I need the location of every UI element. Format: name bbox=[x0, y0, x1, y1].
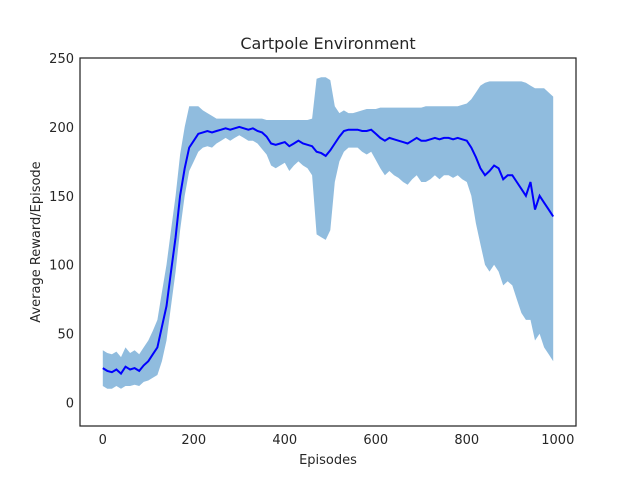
chart-title: Cartpole Environment bbox=[240, 34, 415, 53]
x-ticks: 0 200 400 600 800 1000 bbox=[99, 433, 575, 448]
x-tick-label: 1000 bbox=[541, 433, 574, 448]
y-tick-label: 250 bbox=[49, 52, 74, 67]
y-axis-label: Average Reward/Episode bbox=[29, 161, 44, 322]
y-tick-label: 150 bbox=[49, 190, 74, 205]
y-tick-label: 200 bbox=[49, 121, 74, 136]
x-tick-label: 600 bbox=[363, 433, 388, 448]
y-tick-label: 50 bbox=[57, 328, 74, 343]
x-axis-label: Episodes bbox=[299, 453, 357, 468]
x-tick-label: 200 bbox=[181, 433, 206, 448]
std-band bbox=[102, 77, 554, 389]
y-ticks: 0 50 100 150 200 250 bbox=[49, 52, 74, 412]
x-tick-label: 400 bbox=[272, 433, 297, 448]
y-tick-label: 0 bbox=[66, 397, 74, 412]
plot-area bbox=[102, 77, 555, 389]
x-tick-label: 800 bbox=[454, 433, 479, 448]
mean-reward-line bbox=[102, 125, 555, 376]
axes-frame bbox=[79, 57, 577, 427]
x-tick-label: 0 bbox=[99, 433, 107, 448]
y-tick-label: 100 bbox=[49, 259, 74, 274]
